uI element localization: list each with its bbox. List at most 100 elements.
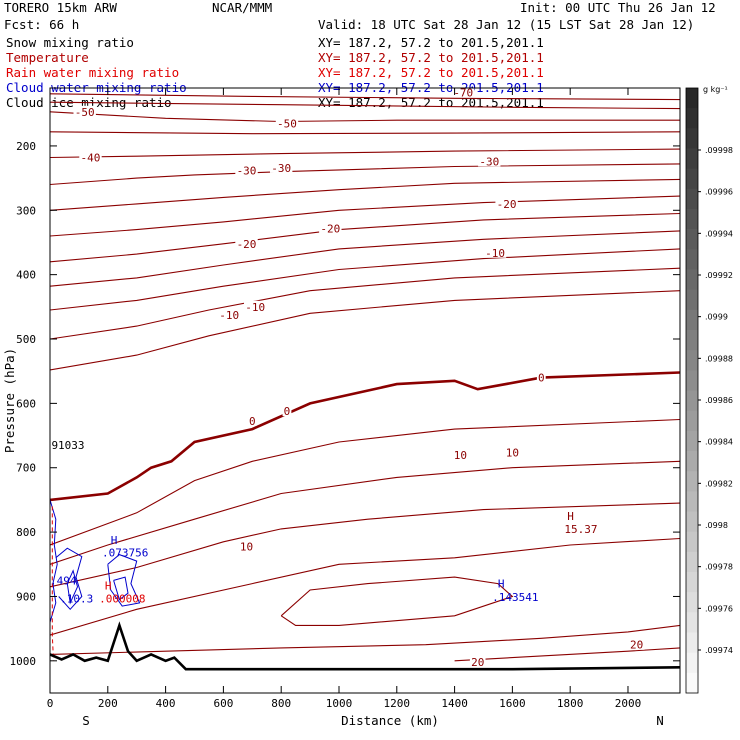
colorbar-label: .09988 <box>705 354 733 363</box>
colorbar-swatch <box>686 410 698 432</box>
contour-label-bg <box>217 309 241 321</box>
y-tick-label: 600 <box>16 397 36 410</box>
colorbar-label: .09994 <box>705 229 733 238</box>
contour-label-bg <box>483 246 507 258</box>
temperature-contour <box>50 131 680 135</box>
rain-contour <box>51 506 54 661</box>
colorbar-unit: g kg⁻¹ <box>703 85 728 94</box>
temperature-contour <box>50 93 680 101</box>
temperature-contour <box>50 460 680 565</box>
contour-label-bg <box>628 638 645 650</box>
cloud-water-contour <box>55 547 83 611</box>
contour-label-bg <box>269 161 293 173</box>
contour-label-bg <box>469 656 486 668</box>
colorbar-swatch <box>686 370 698 391</box>
annotation-label: H <box>498 578 505 591</box>
colorbar: g kg⁻¹ .09998 .09996 .09994 .09992 .0999 .0998… <box>685 85 733 694</box>
y-tick-label: 400 <box>16 269 36 282</box>
annotation-label: .143541 <box>492 591 538 604</box>
contour-label: 10 <box>506 446 519 459</box>
annotation-label: .494 <box>50 574 77 587</box>
colorbar-swatch <box>686 330 698 351</box>
forecast-hour: Fcst: 66 h <box>4 17 79 32</box>
plot-inner: -70 -50 -50 -40 -30 -30 -30 -20 -20 -20 -10 -10 -10 0… <box>50 88 680 671</box>
legend-xy: XY= 187.2, 57.2 to 201.5,201.1 <box>318 50 544 65</box>
colorbar-label: .09992 <box>705 271 733 280</box>
legend-xy: XY= 187.2, 57.2 to 201.5,201.1 <box>318 35 544 50</box>
init-time: Init: 00 UTC Thu 26 Jan 12 <box>520 0 716 15</box>
colorbar-label: .09996 <box>705 188 733 197</box>
contour-label-bg <box>319 222 342 234</box>
colorbar-swatch <box>686 289 698 311</box>
legend-xy: XY= 187.2, 57.2 to 201.5,201.1 <box>318 65 544 80</box>
contour-label-bg <box>247 414 257 426</box>
north-label: N <box>656 713 664 728</box>
y-tick-label: 200 <box>16 140 36 153</box>
x-tick-label: 800 <box>271 697 291 710</box>
colorbar-swatch <box>686 592 698 613</box>
colorbar-label: .09976 <box>705 604 733 613</box>
x-axis-title: Distance (km) <box>341 713 439 728</box>
cloud-water-contour <box>50 499 58 623</box>
colorbar-swatch <box>686 471 698 492</box>
contour-label: -40 <box>81 152 101 165</box>
annotation-label: 91033 <box>51 439 84 452</box>
contour-label-bg <box>282 405 292 417</box>
plot-frame <box>49 87 681 694</box>
valid-time: Valid: 18 UTC Sat 28 Jan 12 (15 LST Sat … <box>318 17 694 32</box>
contour-label: -20 <box>237 238 257 251</box>
annotation-label: H <box>105 580 112 593</box>
temperature-contour <box>50 248 680 311</box>
contour-label: 20 <box>630 639 643 652</box>
temperature-contour <box>50 418 680 546</box>
colorbar-swatch <box>686 511 698 533</box>
y-tick-label: 800 <box>16 526 36 539</box>
colorbar-label: .09986 <box>705 396 733 405</box>
x-tick-label: 1200 <box>384 697 411 710</box>
colorbar-label: .09978 <box>705 563 733 572</box>
terrain-line <box>50 621 680 671</box>
colorbar-frame <box>685 87 699 694</box>
colorbar-swatch <box>686 612 698 633</box>
colorbar-swatch <box>686 672 698 694</box>
contour-label: 10 <box>454 449 467 462</box>
colorbar-swatch <box>686 128 698 149</box>
cloud-water-contour <box>113 576 129 601</box>
contour-label-bg <box>275 117 299 129</box>
colorbar-swatch <box>686 309 698 331</box>
colorbar-swatch <box>686 249 698 270</box>
colorbar-swatch <box>686 531 698 553</box>
temperature-contour <box>50 502 680 588</box>
contour-label: 20 <box>471 656 484 669</box>
temperature-contour <box>50 148 680 159</box>
y-tick-label: 1000 <box>10 655 37 668</box>
x-tick-label: 1000 <box>326 697 353 710</box>
y-tick-label: 300 <box>16 204 36 217</box>
temperature-contour <box>50 178 680 211</box>
temperature-contour <box>50 537 680 636</box>
contour-label: -30 <box>237 164 257 177</box>
contour-label: 10 <box>240 540 253 553</box>
colorbar-swatch <box>686 88 698 109</box>
x-tick-label: 200 <box>98 697 118 710</box>
colorbar-swatch <box>686 572 698 593</box>
temperature-contour <box>280 576 514 626</box>
colorbar-label: .09984 <box>705 438 733 447</box>
x-tick-label: 1800 <box>557 697 584 710</box>
annotation-label: 15.37 <box>564 523 597 536</box>
colorbar-swatch <box>686 188 698 210</box>
contour-label-bg <box>536 371 546 383</box>
colorbar-swatch <box>686 390 698 412</box>
cloud-water-contour <box>66 569 79 605</box>
colorbar-swatch <box>686 491 698 512</box>
colorbar-swatch <box>686 350 698 371</box>
contour-label-bg <box>452 448 469 460</box>
annotation-label: H <box>567 510 574 523</box>
contour-label: -30 <box>271 162 291 175</box>
y-tick-label: 700 <box>16 462 36 475</box>
contour-label: -50 <box>75 106 95 119</box>
contour-label: -10 <box>245 301 265 314</box>
temperature-contour <box>50 111 680 123</box>
contour-label: -10 <box>485 247 505 260</box>
